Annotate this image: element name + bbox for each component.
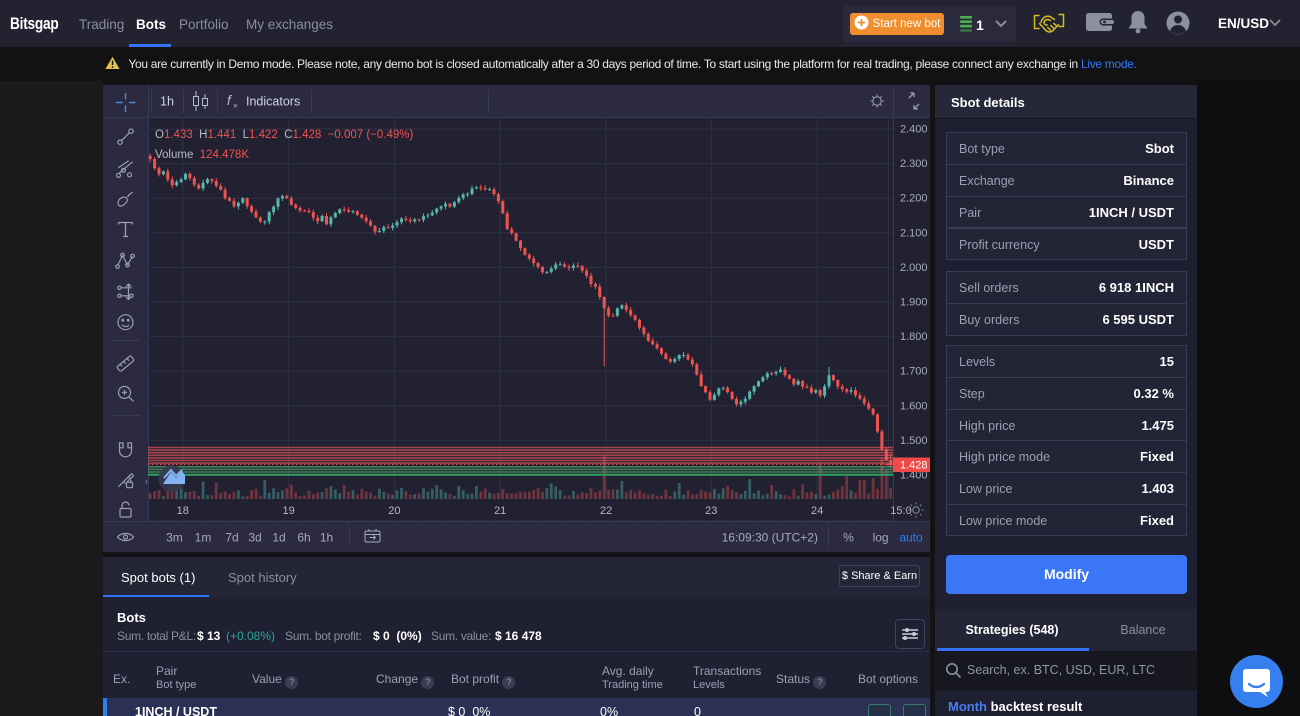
svg-text:2.000: 2.000 — [900, 262, 928, 274]
svg-text:1.900: 1.900 — [900, 297, 928, 309]
svg-text:2.400: 2.400 — [900, 124, 928, 136]
svg-text:19: 19 — [282, 505, 294, 517]
svg-text:21: 21 — [494, 505, 506, 517]
svg-text:f: f — [227, 92, 233, 108]
svg-text:1h: 1h — [160, 95, 174, 109]
svg-text:Indicators: Indicators — [246, 95, 300, 109]
svg-text:23: 23 — [705, 505, 717, 517]
svg-text:18: 18 — [177, 505, 189, 517]
svg-text:3m: 3m — [166, 531, 183, 545]
svg-text:1: 1 — [976, 17, 984, 33]
svg-text:%: % — [843, 531, 854, 545]
svg-text:1h: 1h — [320, 531, 333, 545]
svg-text:1m: 1m — [195, 531, 212, 545]
svg-text:1.428: 1.428 — [900, 460, 928, 472]
svg-text:1d: 1d — [272, 531, 285, 545]
svg-text:O1.433 H1.441 L1.422 C1.428: O1.433 H1.441 L1.422 C1.428 −0.007 (−0.4… — [155, 129, 414, 141]
svg-text:2.300: 2.300 — [900, 158, 928, 170]
svg-text:‹: ‹ — [145, 476, 148, 486]
svg-text:15:0: 15:0 — [890, 505, 911, 517]
svg-text:Volume 124.478K: Volume 124.478K — [155, 149, 249, 161]
svg-text:1.800: 1.800 — [900, 331, 928, 343]
svg-text:16:09:30 (UTC+2): 16:09:30 (UTC+2) — [722, 531, 818, 545]
svg-text:3d: 3d — [248, 531, 261, 545]
svg-text:6h: 6h — [297, 531, 310, 545]
svg-text:1.700: 1.700 — [900, 366, 928, 378]
svg-text:2.200: 2.200 — [900, 193, 928, 205]
svg-text:1.500: 1.500 — [900, 435, 928, 447]
svg-text:auto: auto — [899, 531, 923, 545]
svg-text:22: 22 — [600, 505, 612, 517]
svg-text:20: 20 — [388, 505, 400, 517]
svg-text:log: log — [873, 531, 889, 545]
svg-text:1.400: 1.400 — [900, 470, 928, 482]
svg-text:×: × — [233, 102, 238, 111]
svg-text:2.100: 2.100 — [900, 227, 928, 239]
svg-text:24: 24 — [811, 505, 823, 517]
svg-text:1.600: 1.600 — [900, 400, 928, 412]
svg-text:7d: 7d — [225, 531, 238, 545]
